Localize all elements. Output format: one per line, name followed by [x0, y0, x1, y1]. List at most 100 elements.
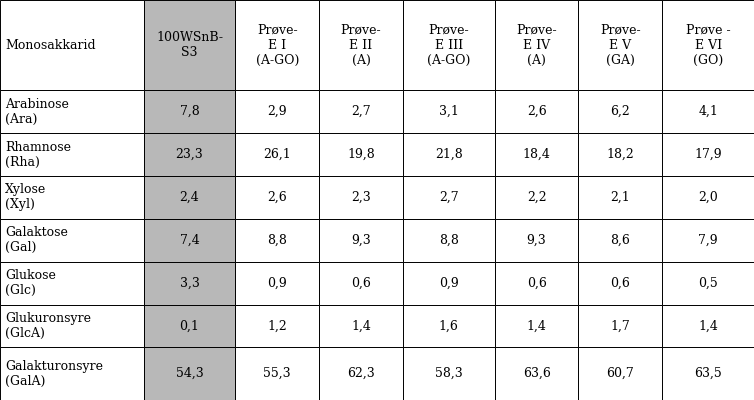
Text: 1,2: 1,2 [268, 320, 287, 332]
Bar [143, 305, 235, 348]
Text: 3,1: 3,1 [439, 105, 458, 118]
Bar [235, 219, 319, 262]
Text: 2,0: 2,0 [698, 191, 718, 204]
Text: Xylose
(Xyl): Xylose (Xyl) [5, 183, 47, 211]
Text: Prøve-
E III
(A-GO): Prøve- E III (A-GO) [427, 24, 470, 66]
Bar [578, 0, 662, 90]
Bar [235, 90, 319, 133]
Text: 2,2: 2,2 [527, 191, 547, 204]
Text: 0,6: 0,6 [526, 277, 547, 290]
Text: 26,1: 26,1 [263, 148, 291, 161]
Bar [578, 305, 662, 348]
Text: 0,1: 0,1 [179, 320, 200, 332]
Bar [235, 305, 319, 348]
Text: Prøve-
E I
(A-GO): Prøve- E I (A-GO) [256, 24, 299, 66]
Text: 17,9: 17,9 [694, 148, 722, 161]
Text: 2,4: 2,4 [179, 191, 199, 204]
Bar [235, 348, 319, 400]
Text: 9,3: 9,3 [527, 234, 547, 247]
Text: 2,1: 2,1 [611, 191, 630, 204]
Text: 8,6: 8,6 [611, 234, 630, 247]
Bar [662, 133, 754, 176]
Text: Prøve-
E II
(A): Prøve- E II (A) [341, 24, 382, 66]
Text: 1,4: 1,4 [526, 320, 547, 332]
Bar [495, 262, 578, 305]
Text: 9,3: 9,3 [351, 234, 371, 247]
Text: Monosakkarid: Monosakkarid [5, 38, 96, 52]
Text: Glukose
(Glc): Glukose (Glc) [5, 269, 56, 297]
Bar [662, 219, 754, 262]
Text: 1,4: 1,4 [698, 320, 718, 332]
Text: 63,6: 63,6 [523, 367, 550, 380]
Bar [495, 176, 578, 219]
Bar [319, 133, 403, 176]
Text: 2,7: 2,7 [439, 191, 458, 204]
Text: 60,7: 60,7 [606, 367, 634, 380]
Bar [662, 176, 754, 219]
Bar [0, 305, 143, 348]
Bar [662, 305, 754, 348]
Text: 8,8: 8,8 [268, 234, 287, 247]
Bar [319, 176, 403, 219]
Text: 58,3: 58,3 [435, 367, 463, 380]
Bar [403, 133, 495, 176]
Bar [662, 262, 754, 305]
Text: 2,6: 2,6 [527, 105, 547, 118]
Text: 18,2: 18,2 [606, 148, 634, 161]
Bar [578, 219, 662, 262]
Text: 7,8: 7,8 [179, 105, 199, 118]
Bar [235, 262, 319, 305]
Bar [0, 219, 143, 262]
Bar [0, 0, 143, 90]
Bar [319, 348, 403, 400]
Text: 7,9: 7,9 [698, 234, 718, 247]
Text: 0,6: 0,6 [351, 277, 371, 290]
Text: 54,3: 54,3 [176, 367, 204, 380]
Bar [143, 348, 235, 400]
Text: Prøve -
E VI
(GO): Prøve - E VI (GO) [686, 24, 731, 66]
Bar [403, 348, 495, 400]
Text: 21,8: 21,8 [435, 148, 463, 161]
Text: 19,8: 19,8 [347, 148, 375, 161]
Text: 1,7: 1,7 [611, 320, 630, 332]
Bar [143, 0, 235, 90]
Text: Prøve-
E V
(GA): Prøve- E V (GA) [600, 24, 641, 66]
Bar [0, 176, 143, 219]
Bar [235, 176, 319, 219]
Text: 100WSnB-
S3: 100WSnB- S3 [156, 31, 223, 59]
Bar [662, 0, 754, 90]
Text: 0,9: 0,9 [439, 277, 458, 290]
Text: 1,6: 1,6 [439, 320, 458, 332]
Text: 0,9: 0,9 [268, 277, 287, 290]
Bar [235, 133, 319, 176]
Bar [495, 90, 578, 133]
Text: Glukuronsyre
(GlcA): Glukuronsyre (GlcA) [5, 312, 91, 340]
Text: 62,3: 62,3 [347, 367, 375, 380]
Bar [143, 90, 235, 133]
Text: 2,6: 2,6 [268, 191, 287, 204]
Bar [662, 348, 754, 400]
Text: 0,6: 0,6 [611, 277, 630, 290]
Bar [0, 133, 143, 176]
Text: 3,3: 3,3 [179, 277, 200, 290]
Bar [319, 0, 403, 90]
Bar [319, 90, 403, 133]
Bar [319, 262, 403, 305]
Bar [578, 262, 662, 305]
Bar [0, 348, 143, 400]
Bar [403, 305, 495, 348]
Text: 8,8: 8,8 [439, 234, 458, 247]
Bar [495, 0, 578, 90]
Bar [403, 90, 495, 133]
Bar [495, 133, 578, 176]
Bar [143, 262, 235, 305]
Text: 0,5: 0,5 [698, 277, 718, 290]
Bar [0, 90, 143, 133]
Bar [403, 0, 495, 90]
Bar [495, 305, 578, 348]
Text: Arabinose
(Ara): Arabinose (Ara) [5, 98, 69, 126]
Bar [319, 305, 403, 348]
Bar [0, 262, 143, 305]
Text: 6,2: 6,2 [611, 105, 630, 118]
Bar [578, 133, 662, 176]
